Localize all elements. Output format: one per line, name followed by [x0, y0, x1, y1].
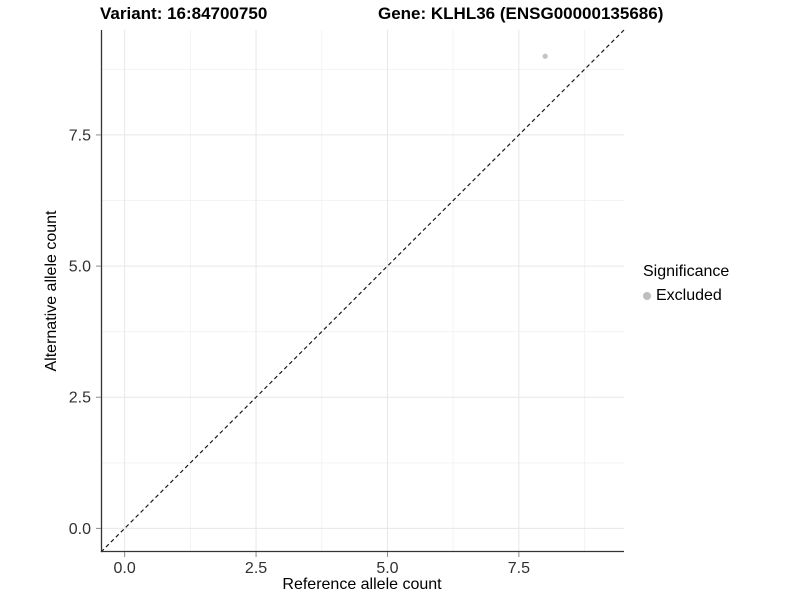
x-tick-label: 7.5 — [508, 560, 530, 577]
legend-item-excluded: Excluded — [643, 287, 729, 305]
y-tick-label: 2.5 — [69, 390, 91, 407]
legend-point-icon — [643, 292, 651, 300]
x-tick-label: 2.5 — [245, 560, 267, 577]
plot-title-variant: Variant: 16:84700750 — [100, 4, 268, 23]
x-tick-label: 5.0 — [376, 560, 398, 577]
legend: Significance Excluded — [643, 263, 729, 305]
scatter-plot-canvas: 0.0 2.5 5.0 7.5 0.0 2.5 5.0 7.5 — [69, 29, 625, 577]
legend-title: Significance — [643, 263, 730, 280]
x-axis-title: Reference allele count — [282, 576, 442, 593]
data-point — [542, 53, 548, 59]
plot-title-gene: Gene: KLHL36 (ENSG00000135686) — [378, 4, 664, 23]
identity-diagonal-line — [100, 29, 625, 553]
y-tick-label: 5.0 — [69, 259, 91, 276]
legend-item-label: Excluded — [656, 287, 722, 304]
plot-panel: 0.0 2.5 5.0 7.5 0.0 2.5 5.0 7.5 — [69, 29, 625, 577]
y-tick-label: 0.0 — [69, 521, 91, 538]
y-axis-title: Alternative allele count — [43, 210, 60, 372]
y-tick-label: 7.5 — [69, 127, 91, 144]
x-tick-label: 0.0 — [114, 560, 136, 577]
